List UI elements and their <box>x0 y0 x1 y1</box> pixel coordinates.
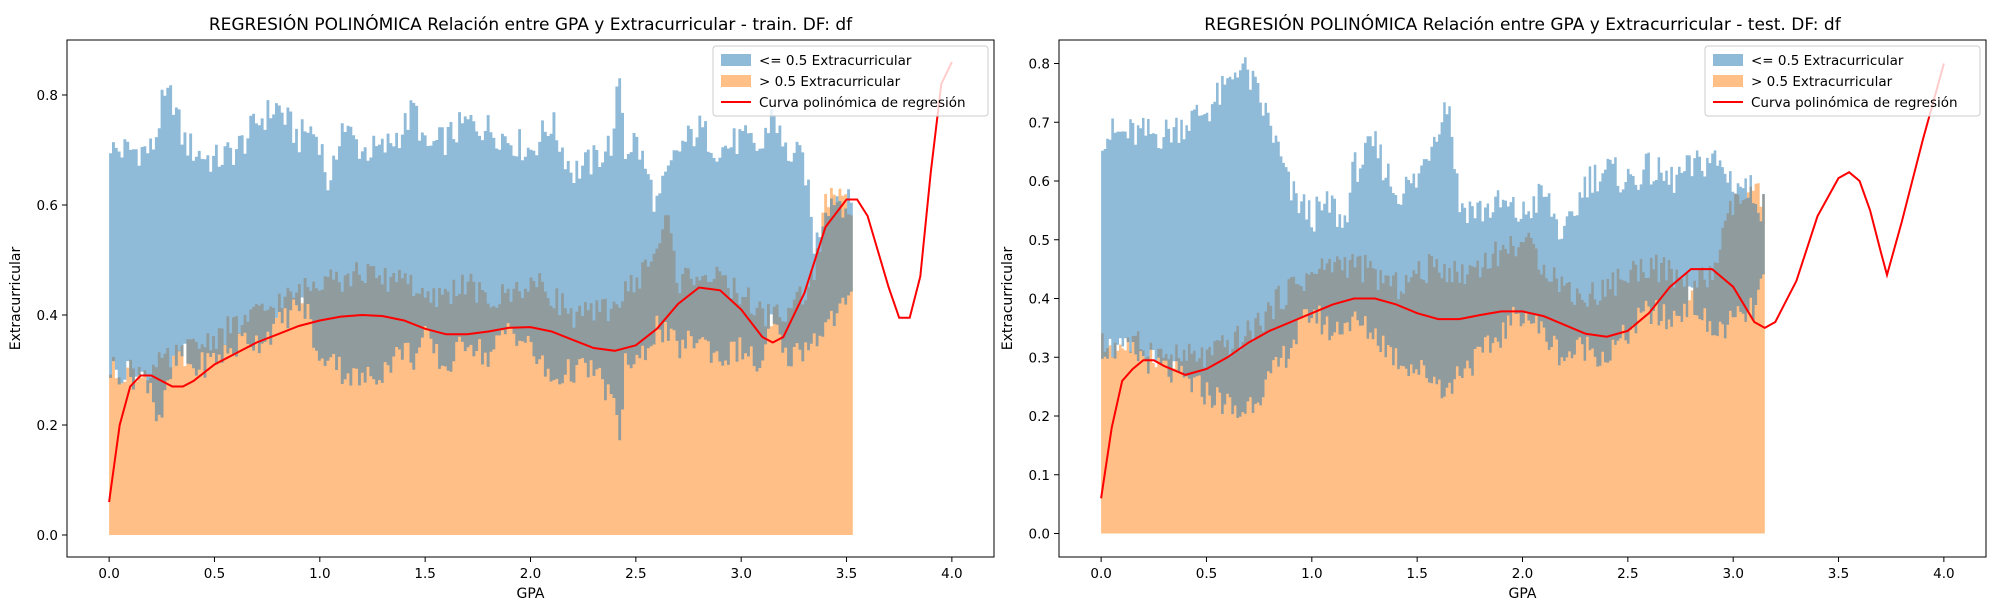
y-tick-label: 0.3 <box>1029 350 1050 366</box>
x-tick-label: 2.0 <box>1512 566 1533 582</box>
legend-label: <= 0.5 Extracurricular <box>1751 53 1904 69</box>
x-tick-label: 2.5 <box>625 566 646 582</box>
legend-swatch <box>721 54 751 66</box>
x-tick-label: 2.0 <box>520 566 541 582</box>
regression-curve <box>108 61 953 503</box>
area-below-0.5 <box>109 78 853 441</box>
area-below-0.5 <box>1101 57 1765 419</box>
x-axis-label: GPA <box>517 586 545 600</box>
y-tick-label: 0.4 <box>37 308 58 324</box>
legend-box <box>1704 45 1981 117</box>
x-tick-label: 1.5 <box>414 566 435 582</box>
y-tick-label: 0.0 <box>1029 527 1050 543</box>
x-tick-label: 0.5 <box>1196 566 1217 582</box>
legend-swatch <box>1713 54 1743 66</box>
x-tick-label: 0.0 <box>1090 566 1111 582</box>
x-tick-label: 4.0 <box>1933 566 1954 582</box>
y-tick-label: 0.8 <box>1029 57 1050 73</box>
x-axis-label: GPA <box>1509 586 1537 600</box>
legend: <= 0.5 Extracurricular > 0.5 Extracurricu… <box>712 45 989 117</box>
x-tick-label: 1.5 <box>1406 566 1427 582</box>
legend-label: Curva polinómica de regresión <box>759 95 966 111</box>
chart-panel-train: 0.0 0.5 1.0 1.5 2.0 2.5 3.0 3.5 4.0 0.0 0.2 0.4 0.6 0… <box>8 13 995 600</box>
y-tick-label: 0.0 <box>37 528 58 544</box>
x-tick-label: 1.0 <box>1301 566 1322 582</box>
legend-box <box>712 45 989 117</box>
y-tick-label: 0.6 <box>1029 174 1050 190</box>
y-tick-label: 0.7 <box>1029 115 1050 131</box>
y-tick-label: 0.8 <box>37 88 58 104</box>
legend-label: > 0.5 Extracurricular <box>759 74 901 90</box>
legend: <= 0.5 Extracurricular > 0.5 Extracurricu… <box>1704 45 1981 117</box>
chart-panel-test: 0.0 0.5 1.0 1.5 2.0 2.5 3.0 3.5 4.0 0.0 0.1 0.2 0.3 0… <box>1000 13 1987 600</box>
regression-curve <box>1100 63 1945 499</box>
y-tick-label: 0.2 <box>37 418 58 434</box>
chart-title: REGRESIÓN POLINÓMICA Relación entre GPA … <box>1204 13 1841 35</box>
legend-label: > 0.5 Extracurricular <box>1751 74 1893 90</box>
y-tick-label: 0.5 <box>1029 233 1050 249</box>
x-tick-label: 3.0 <box>1722 566 1743 582</box>
y-axis-label: Extracurricular <box>8 247 24 351</box>
y-tick-label: 0.1 <box>1029 468 1050 484</box>
legend-label: <= 0.5 Extracurricular <box>759 53 912 69</box>
x-tick-label: 4.0 <box>941 566 962 582</box>
x-tick-label: 3.0 <box>730 566 751 582</box>
chart-title: REGRESIÓN POLINÓMICA Relación entre GPA … <box>209 13 853 35</box>
x-tick-label: 3.5 <box>1828 566 1849 582</box>
x-tick-label: 3.5 <box>836 566 857 582</box>
y-tick-label: 0.4 <box>1029 292 1050 308</box>
x-tick-label: 0.0 <box>98 566 119 582</box>
y-tick-label: 0.2 <box>1029 409 1050 425</box>
legend-swatch <box>1713 75 1743 87</box>
y-axis-label: Extracurricular <box>1000 247 1016 351</box>
legend-swatch <box>721 75 751 87</box>
x-tick-label: 1.0 <box>309 566 330 582</box>
x-tick-label: 0.5 <box>204 566 225 582</box>
legend-label: Curva polinómica de regresión <box>1751 95 1958 111</box>
x-tick-label: 2.5 <box>1617 566 1638 582</box>
y-tick-label: 0.6 <box>37 198 58 214</box>
